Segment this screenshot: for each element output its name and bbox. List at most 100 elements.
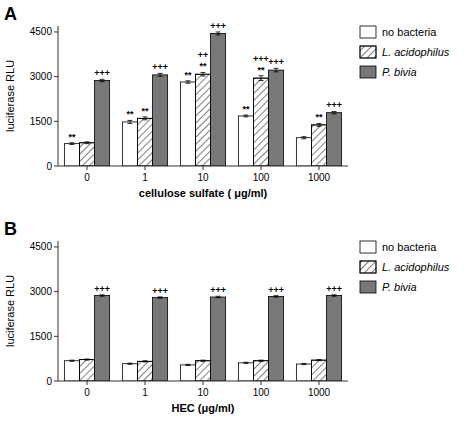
- annotation: +++: [268, 57, 284, 67]
- error-bar: [332, 111, 337, 113]
- bar: [311, 360, 326, 381]
- y-axis-line: [58, 241, 59, 381]
- bar-hatch: [253, 78, 268, 166]
- bar-hatch: [137, 361, 152, 381]
- y-tick-label: 4500: [30, 26, 53, 37]
- panel-label: A: [4, 4, 17, 24]
- annotation: +++: [326, 284, 342, 294]
- error-bar: [274, 68, 279, 72]
- bar: [296, 138, 311, 166]
- x-tick-label: 0: [84, 387, 90, 398]
- error-bar: [201, 72, 206, 76]
- error-bar: [100, 295, 105, 296]
- legend-label: no bacteria: [382, 26, 437, 38]
- bar-hatch: [253, 361, 268, 381]
- annotation: +++: [210, 285, 226, 295]
- error-bar: [201, 360, 206, 361]
- error-bar: [301, 363, 306, 364]
- error-bar: [127, 363, 132, 364]
- panel: A************++**+++**+++++++++++++++015…: [4, 4, 450, 199]
- bar: [122, 364, 137, 381]
- x-tick: [261, 166, 262, 170]
- error-bar: [85, 142, 90, 144]
- error-bar: [143, 117, 148, 120]
- bar-hatch: [79, 360, 94, 381]
- error-bar: [259, 76, 264, 81]
- x-tick-label: 0: [84, 172, 90, 183]
- error-bar: [216, 296, 221, 297]
- x-tick-label: 10: [197, 172, 209, 183]
- bar: [64, 144, 79, 166]
- legend-swatch-hatch: [360, 46, 376, 58]
- y-axis-label: luciferase RLU: [4, 275, 16, 347]
- legend-swatch: [360, 26, 376, 38]
- legend-swatch: [360, 261, 376, 273]
- annotation: +++: [152, 62, 168, 72]
- y-tick: [54, 166, 58, 167]
- y-tick: [54, 76, 58, 77]
- legend-label: P. bivia: [382, 281, 417, 293]
- x-axis-label: HEC (μg/ml): [172, 402, 235, 414]
- legend-swatch: [360, 281, 376, 293]
- y-tick: [54, 31, 58, 32]
- annotation: **: [242, 104, 250, 114]
- bar: [137, 361, 152, 381]
- annotation: +++: [326, 100, 342, 110]
- bar: [79, 143, 94, 166]
- error-bar: [69, 360, 74, 361]
- y-axis-label: luciferase RLU: [4, 60, 16, 132]
- x-tick-label: 100: [253, 387, 270, 398]
- annotation: **: [68, 132, 76, 142]
- error-bar: [216, 32, 221, 35]
- x-tick-label: 1: [142, 387, 148, 398]
- bar: [311, 125, 326, 166]
- error-bar: [317, 360, 322, 361]
- y-tick-label: 3000: [30, 286, 53, 297]
- annotation: +++: [94, 284, 110, 294]
- y-tick: [54, 381, 58, 382]
- bar: [180, 82, 195, 166]
- error-bar: [259, 360, 264, 361]
- error-bar: [185, 81, 190, 83]
- y-tick-label: 1500: [30, 116, 53, 127]
- x-tick: [203, 381, 204, 385]
- error-bar: [158, 297, 163, 298]
- legend-label: L. acidophilus: [382, 261, 450, 273]
- bar: [195, 74, 210, 166]
- bar-hatch: [79, 143, 94, 166]
- annotation: +++: [152, 286, 168, 296]
- panel-label: B: [4, 219, 17, 239]
- bar: [327, 113, 342, 166]
- x-tick: [87, 166, 88, 170]
- bar: [253, 78, 268, 166]
- legend-label: L. acidophilus: [382, 46, 450, 58]
- annotation: ++: [198, 50, 209, 60]
- bar: [253, 361, 268, 381]
- legend: no bacteriaL. acidophilusP. bivia: [360, 26, 450, 78]
- bar: [95, 81, 110, 166]
- marks: [64, 295, 341, 381]
- legend-label: no bacteria: [382, 241, 437, 253]
- bar: [238, 116, 253, 166]
- bar: [296, 364, 311, 381]
- bar: [122, 122, 137, 166]
- x-tick: [319, 381, 320, 385]
- error-bar: [127, 120, 132, 123]
- error-bar: [69, 143, 74, 145]
- annotation: **: [257, 65, 265, 75]
- bar: [269, 70, 284, 166]
- error-bar: [143, 361, 148, 362]
- bar-hatch: [137, 118, 152, 166]
- legend-swatch: [360, 241, 376, 253]
- error-bar: [185, 364, 190, 365]
- x-tick: [261, 381, 262, 385]
- annotation: **: [184, 70, 192, 80]
- y-tick-label: 3000: [30, 71, 53, 82]
- error-bar: [243, 362, 248, 363]
- y-tick-label: 0: [46, 161, 52, 172]
- legend: no bacteria L. acidophilus P. bivia: [360, 241, 450, 293]
- bar: [95, 296, 110, 381]
- error-bar: [317, 123, 322, 126]
- bar: [153, 298, 168, 381]
- x-tick: [145, 166, 146, 170]
